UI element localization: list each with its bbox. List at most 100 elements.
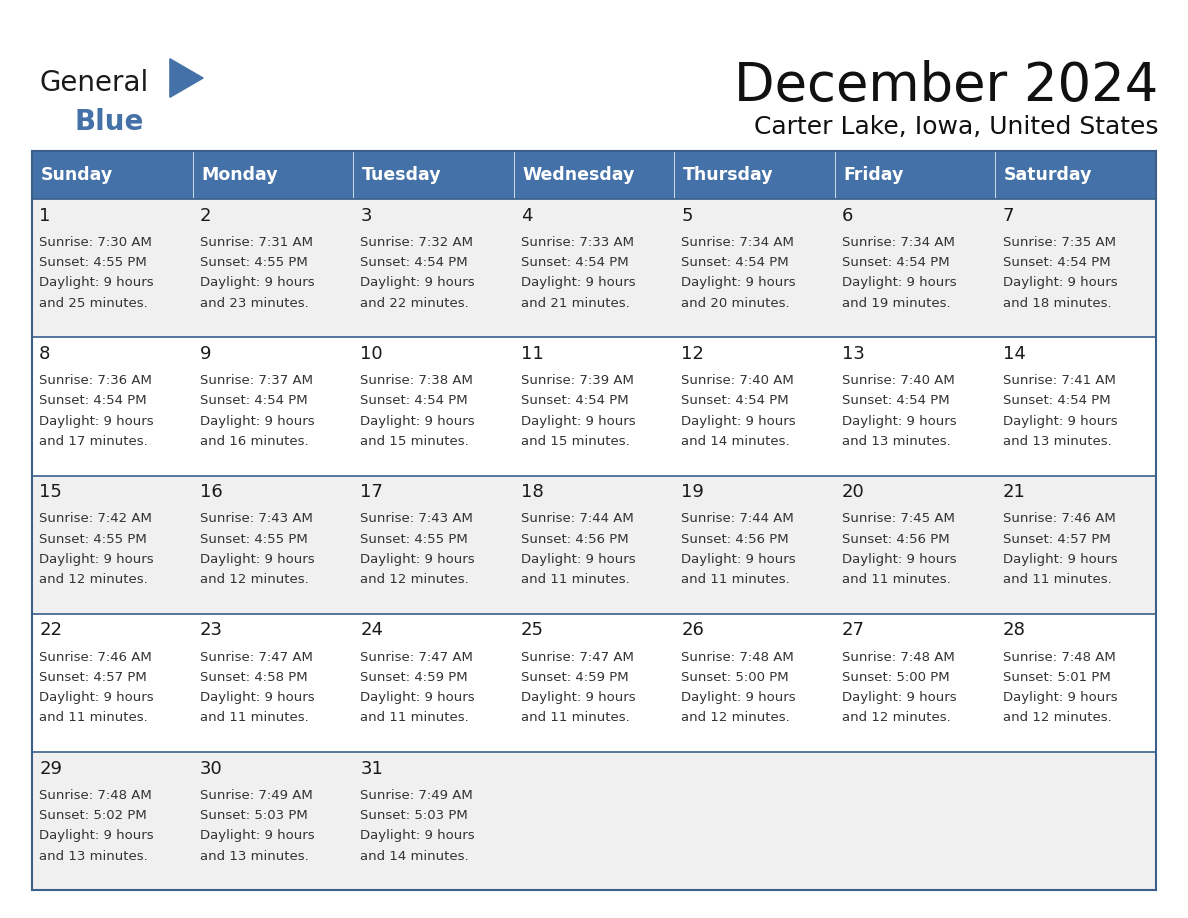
Text: Wednesday: Wednesday [522, 166, 634, 185]
Bar [32, 614, 1156, 752]
Text: 30: 30 [200, 759, 222, 778]
Text: Sunset: 4:57 PM: Sunset: 4:57 PM [39, 671, 147, 684]
Text: and 14 minutes.: and 14 minutes. [360, 849, 469, 863]
Text: and 13 minutes.: and 13 minutes. [1003, 435, 1111, 448]
Text: Sunrise: 7:40 AM: Sunrise: 7:40 AM [682, 375, 794, 387]
Text: and 23 minutes.: and 23 minutes. [200, 297, 309, 309]
Text: Daylight: 9 hours: Daylight: 9 hours [200, 276, 315, 289]
Text: Daylight: 9 hours: Daylight: 9 hours [360, 276, 475, 289]
Text: Sunrise: 7:44 AM: Sunrise: 7:44 AM [520, 512, 633, 525]
Text: Sunrise: 7:34 AM: Sunrise: 7:34 AM [682, 236, 795, 249]
Text: Sunrise: 7:47 AM: Sunrise: 7:47 AM [520, 651, 633, 664]
Text: and 12 minutes.: and 12 minutes. [842, 711, 950, 724]
Bar [192, 151, 353, 199]
Text: and 14 minutes.: and 14 minutes. [682, 435, 790, 448]
Text: Daylight: 9 hours: Daylight: 9 hours [520, 415, 636, 428]
Text: and 13 minutes.: and 13 minutes. [842, 435, 950, 448]
Text: Sunset: 4:54 PM: Sunset: 4:54 PM [520, 256, 628, 269]
Text: 17: 17 [360, 483, 384, 501]
Text: Sunset: 4:56 PM: Sunset: 4:56 PM [842, 532, 949, 545]
Text: Sunset: 4:54 PM: Sunset: 4:54 PM [842, 256, 949, 269]
Text: and 25 minutes.: and 25 minutes. [39, 297, 148, 309]
Text: Sunrise: 7:30 AM: Sunrise: 7:30 AM [39, 236, 152, 249]
Text: Sunset: 5:02 PM: Sunset: 5:02 PM [39, 809, 147, 823]
Text: 4: 4 [520, 207, 532, 225]
Text: 6: 6 [842, 207, 853, 225]
Text: Daylight: 9 hours: Daylight: 9 hours [200, 829, 315, 843]
Text: Sunset: 5:03 PM: Sunset: 5:03 PM [360, 809, 468, 823]
Text: and 15 minutes.: and 15 minutes. [520, 435, 630, 448]
Text: Sunrise: 7:48 AM: Sunrise: 7:48 AM [682, 651, 794, 664]
Text: and 11 minutes.: and 11 minutes. [360, 711, 469, 724]
Text: 19: 19 [682, 483, 704, 501]
Text: Daylight: 9 hours: Daylight: 9 hours [360, 415, 475, 428]
Bar [513, 151, 675, 199]
Text: Sunset: 4:55 PM: Sunset: 4:55 PM [200, 532, 308, 545]
Text: Sunset: 4:54 PM: Sunset: 4:54 PM [360, 256, 468, 269]
Text: and 16 minutes.: and 16 minutes. [200, 435, 309, 448]
Text: 29: 29 [39, 759, 62, 778]
Text: Daylight: 9 hours: Daylight: 9 hours [39, 691, 153, 704]
Text: Monday: Monday [201, 166, 278, 185]
Text: Sunset: 4:55 PM: Sunset: 4:55 PM [39, 532, 147, 545]
Text: and 11 minutes.: and 11 minutes. [682, 573, 790, 586]
Text: Daylight: 9 hours: Daylight: 9 hours [360, 829, 475, 843]
Text: Daylight: 9 hours: Daylight: 9 hours [520, 553, 636, 565]
Text: 26: 26 [682, 621, 704, 639]
Text: Daylight: 9 hours: Daylight: 9 hours [682, 415, 796, 428]
Text: Sunrise: 7:48 AM: Sunrise: 7:48 AM [1003, 651, 1116, 664]
Text: Sunset: 4:55 PM: Sunset: 4:55 PM [39, 256, 147, 269]
Text: Daylight: 9 hours: Daylight: 9 hours [1003, 691, 1117, 704]
Text: Sunset: 5:01 PM: Sunset: 5:01 PM [1003, 671, 1111, 684]
Text: Daylight: 9 hours: Daylight: 9 hours [360, 553, 475, 565]
Text: Daylight: 9 hours: Daylight: 9 hours [1003, 276, 1117, 289]
Text: 12: 12 [682, 345, 704, 363]
Text: and 12 minutes.: and 12 minutes. [200, 573, 309, 586]
Text: 13: 13 [842, 345, 865, 363]
Text: Sunrise: 7:33 AM: Sunrise: 7:33 AM [520, 236, 634, 249]
Text: Sunrise: 7:36 AM: Sunrise: 7:36 AM [39, 375, 152, 387]
Text: 16: 16 [200, 483, 222, 501]
Text: 20: 20 [842, 483, 865, 501]
Text: 3: 3 [360, 207, 372, 225]
Text: 2: 2 [200, 207, 211, 225]
Text: Sunset: 4:55 PM: Sunset: 4:55 PM [360, 532, 468, 545]
Text: 15: 15 [39, 483, 62, 501]
Text: and 11 minutes.: and 11 minutes. [520, 573, 630, 586]
Text: and 18 minutes.: and 18 minutes. [1003, 297, 1111, 309]
Bar [32, 752, 1156, 890]
Text: and 13 minutes.: and 13 minutes. [39, 849, 148, 863]
Text: Sunset: 4:55 PM: Sunset: 4:55 PM [200, 256, 308, 269]
Text: 21: 21 [1003, 483, 1025, 501]
Text: 9: 9 [200, 345, 211, 363]
Text: and 21 minutes.: and 21 minutes. [520, 297, 630, 309]
Text: 22: 22 [39, 621, 62, 639]
Text: and 11 minutes.: and 11 minutes. [842, 573, 950, 586]
Text: and 11 minutes.: and 11 minutes. [520, 711, 630, 724]
Text: Sunrise: 7:43 AM: Sunrise: 7:43 AM [200, 512, 312, 525]
Text: Sunset: 4:54 PM: Sunset: 4:54 PM [200, 395, 308, 408]
Text: 8: 8 [39, 345, 51, 363]
Text: and 12 minutes.: and 12 minutes. [39, 573, 148, 586]
Text: 28: 28 [1003, 621, 1025, 639]
Text: Sunrise: 7:43 AM: Sunrise: 7:43 AM [360, 512, 473, 525]
Text: and 12 minutes.: and 12 minutes. [682, 711, 790, 724]
Text: Sunset: 4:54 PM: Sunset: 4:54 PM [520, 395, 628, 408]
Text: 18: 18 [520, 483, 544, 501]
Text: and 15 minutes.: and 15 minutes. [360, 435, 469, 448]
Text: Sunset: 4:54 PM: Sunset: 4:54 PM [1003, 395, 1110, 408]
Text: Daylight: 9 hours: Daylight: 9 hours [200, 691, 315, 704]
Text: Daylight: 9 hours: Daylight: 9 hours [682, 276, 796, 289]
Text: Sunrise: 7:49 AM: Sunrise: 7:49 AM [200, 789, 312, 802]
Text: 25: 25 [520, 621, 544, 639]
Text: Sunset: 5:00 PM: Sunset: 5:00 PM [842, 671, 949, 684]
Bar [32, 199, 1156, 338]
Text: Thursday: Thursday [683, 166, 773, 185]
Text: Sunrise: 7:44 AM: Sunrise: 7:44 AM [682, 512, 794, 525]
Text: Daylight: 9 hours: Daylight: 9 hours [360, 691, 475, 704]
Text: Sunrise: 7:39 AM: Sunrise: 7:39 AM [520, 375, 633, 387]
Text: Daylight: 9 hours: Daylight: 9 hours [39, 415, 153, 428]
Text: 7: 7 [1003, 207, 1015, 225]
Text: Daylight: 9 hours: Daylight: 9 hours [842, 691, 956, 704]
Text: Sunset: 4:54 PM: Sunset: 4:54 PM [682, 256, 789, 269]
